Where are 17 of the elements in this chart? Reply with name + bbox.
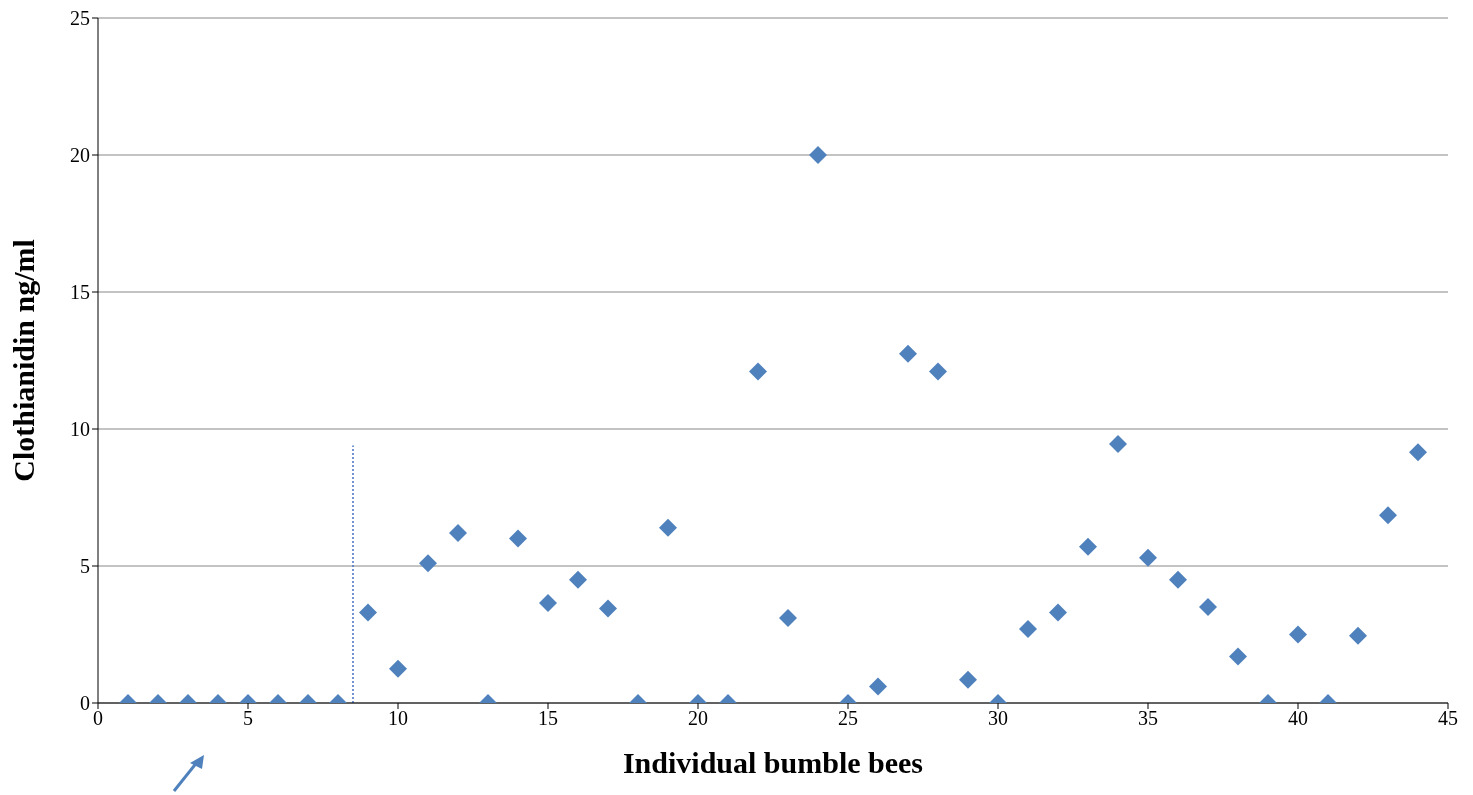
y-tick-label: 20 bbox=[70, 144, 90, 167]
y-tick-label: 25 bbox=[70, 7, 90, 30]
x-tick-label: 15 bbox=[538, 707, 558, 730]
x-tick-label: 10 bbox=[388, 707, 408, 730]
y-tick-label: 10 bbox=[70, 418, 90, 441]
x-tick-label: 40 bbox=[1288, 707, 1308, 730]
x-tick-label: 20 bbox=[688, 707, 708, 730]
y-tick-label: 5 bbox=[80, 555, 90, 578]
x-axis-title: Individual bumble bees bbox=[622, 746, 924, 779]
x-tick-label: 35 bbox=[1138, 707, 1158, 730]
x-tick-label: 45 bbox=[1438, 707, 1458, 730]
x-tick-label: 25 bbox=[838, 707, 858, 730]
x-tick-label: 30 bbox=[988, 707, 1008, 730]
y-tick-label: 15 bbox=[70, 281, 90, 304]
y-axis-title: Clothianidin ng/ml bbox=[6, 239, 40, 482]
x-tick-label: 5 bbox=[243, 707, 253, 730]
y-tick-label: 0 bbox=[80, 692, 90, 715]
